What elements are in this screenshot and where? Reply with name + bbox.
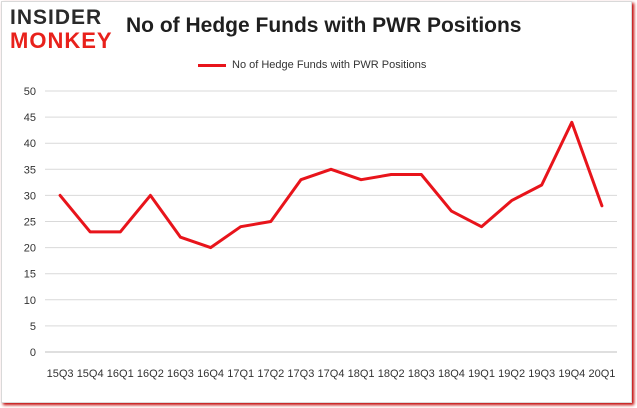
x-tick-label: 19Q4 xyxy=(558,368,585,380)
x-tick-label: 19Q2 xyxy=(498,368,525,380)
series-line xyxy=(58,120,604,250)
data-point xyxy=(179,235,182,239)
y-tick-label: 0 xyxy=(30,347,36,359)
chart-legend: No of Hedge Funds with PWR Positions xyxy=(198,57,426,73)
y-tick-label: 5 xyxy=(30,321,36,333)
chart-title: No of Hedge Funds with PWR Positions xyxy=(126,14,522,37)
x-tick-label: 19Q1 xyxy=(468,368,495,380)
y-tick-label: 45 xyxy=(24,112,36,124)
data-point xyxy=(88,230,92,234)
data-point xyxy=(119,230,122,234)
data-point xyxy=(420,173,423,176)
data-point xyxy=(149,194,152,197)
x-tick-label: 17Q1 xyxy=(227,368,254,380)
x-tick-label: 17Q3 xyxy=(287,368,314,380)
series-lines xyxy=(58,120,604,250)
data-point xyxy=(390,173,393,176)
y-tick-label: 15 xyxy=(24,269,36,281)
x-tick-label: 18Q3 xyxy=(408,368,435,380)
x-axis-ticks: 15Q3 15Q4 16Q1 16Q2 16Q3 16Q4 17Q1 17Q2 17Q3 17Q4… xyxy=(47,368,616,380)
y-tick-label: 25 xyxy=(24,217,36,229)
y-tick-label: 35 xyxy=(24,164,36,176)
x-tick-label: 18Q4 xyxy=(438,368,465,380)
x-tick-label: 16Q1 xyxy=(107,368,134,380)
legend-swatch xyxy=(198,63,226,67)
x-tick-label: 19Q3 xyxy=(528,368,555,380)
insider-monkey-logo: INSIDER MONKEY xyxy=(8,6,120,54)
chart-frame: INSIDER MONKEY No of Hedge Funds with PW… xyxy=(1,1,632,403)
x-tick-label: 17Q4 xyxy=(318,368,345,380)
data-point xyxy=(480,225,483,228)
y-tick-label: 40 xyxy=(24,138,36,150)
data-point xyxy=(58,194,62,197)
x-tick-label: 15Q4 xyxy=(77,368,104,380)
x-tick-label: 18Q1 xyxy=(348,368,375,380)
data-point xyxy=(570,121,574,124)
logo-line-1: INSIDER xyxy=(10,6,103,29)
data-point xyxy=(269,220,272,223)
y-tick-label: 20 xyxy=(24,243,36,255)
y-tick-label: 10 xyxy=(24,295,36,307)
y-tick-label: 30 xyxy=(24,190,36,202)
x-tick-label: 15Q3 xyxy=(47,368,74,380)
legend-label: No of Hedge Funds with PWR Positions xyxy=(232,59,427,71)
x-tick-label: 20Q1 xyxy=(588,368,615,380)
data-point xyxy=(299,178,303,181)
x-tick-label: 16Q4 xyxy=(197,368,224,380)
data-point xyxy=(209,246,212,249)
y-tick-label: 50 xyxy=(24,86,36,98)
x-tick-label: 18Q2 xyxy=(378,368,405,380)
logo-line-2: MONKEY xyxy=(10,28,113,53)
data-point xyxy=(450,209,453,213)
data-point xyxy=(359,178,363,181)
data-point xyxy=(329,168,333,171)
y-axis-ticks: 0 5 10 15 20 25 30 35 40 45 50 xyxy=(24,86,36,359)
data-point xyxy=(540,183,543,187)
x-tick-label: 16Q3 xyxy=(167,368,194,380)
data-point xyxy=(239,225,242,228)
data-point xyxy=(600,204,604,208)
x-tick-label: 17Q2 xyxy=(257,368,284,380)
data-point xyxy=(510,199,513,202)
x-tick-label: 16Q2 xyxy=(137,368,164,380)
